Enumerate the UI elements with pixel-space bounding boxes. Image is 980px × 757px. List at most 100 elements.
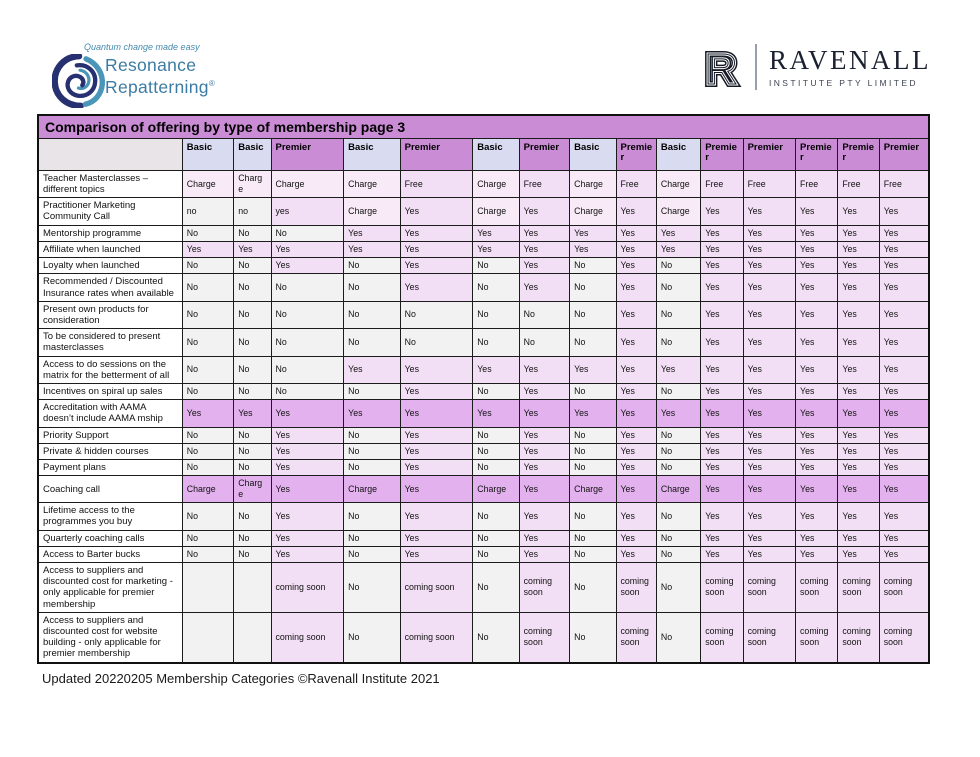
feature-cell: Yes (615, 502, 657, 531)
feature-cell: Yes (700, 426, 744, 444)
header-cell-premier: Premier (837, 138, 880, 171)
feature-cell: Yes (742, 197, 797, 226)
feature-cell: Yes (795, 197, 839, 226)
feature-cell: Yes (795, 382, 839, 401)
feature-cell: Charge (270, 169, 345, 199)
feature-cell: Yes (837, 545, 880, 563)
feature-cell: Yes (700, 399, 744, 428)
feature-cell: Yes (518, 240, 571, 259)
feature-cell: Yes (270, 240, 345, 259)
feature-cell: No (569, 300, 617, 330)
feature-cell: No (233, 458, 272, 477)
feature-cell: Yes (472, 224, 520, 242)
feature-cell: Yes (615, 382, 657, 401)
feature-cell: No (569, 328, 617, 357)
feature-cell: Yes (795, 475, 839, 504)
feature-cell: No (569, 458, 617, 477)
table-row: Affiliate when launched Yes Yes Yes Yes Yes Ye… (37, 240, 930, 259)
feature-cell: Yes (655, 355, 702, 384)
feature-cell: No (569, 257, 617, 275)
feature-cell: No (181, 300, 235, 330)
feature-cell: No (655, 442, 702, 460)
feature-cell: No (472, 458, 520, 477)
feature-cell: No (270, 328, 345, 357)
feature-cell: Yes (837, 300, 880, 330)
feature-cell: No (569, 529, 617, 547)
feature-cell: Yes (518, 475, 571, 504)
feature-cell: Yes (181, 240, 235, 259)
feature-cell: No (181, 442, 235, 460)
feature-cell: Yes (878, 502, 930, 531)
feature-cell: Yes (615, 224, 657, 242)
header-cell-basic: Basic (233, 138, 272, 171)
feature-cell: No (270, 355, 345, 384)
row-label: Lifetime access to the programmes you bu… (37, 502, 183, 531)
feature-cell: Yes (878, 355, 930, 384)
table-row: Priority Support No No Yes No Yes No Yes No Yes No… (37, 426, 930, 444)
feature-cell: No (233, 502, 272, 531)
feature-cell: Yes (878, 197, 930, 226)
feature-cell: Yes (233, 240, 272, 259)
logo-divider (755, 44, 757, 90)
feature-cell: Yes (181, 399, 235, 428)
feature-cell: Yes (700, 502, 744, 531)
feature-cell: No (569, 442, 617, 460)
feature-cell: Yes (615, 458, 657, 477)
feature-cell: No (343, 257, 401, 275)
feature-cell: Yes (700, 224, 744, 242)
feature-cell: coming soon (742, 561, 797, 613)
svg-text:R: R (705, 45, 737, 91)
feature-cell: Yes (518, 502, 571, 531)
feature-cell: Yes (615, 475, 657, 504)
feature-cell: Free (837, 169, 880, 199)
table-row: Recommended / Discounted Insurance rates… (37, 273, 930, 302)
feature-cell: Yes (795, 257, 839, 275)
feature-cell: No (233, 545, 272, 563)
feature-cell: Yes (878, 399, 930, 428)
feature-cell: Yes (518, 426, 571, 444)
comparison-table: Comparison of offering by type of member… (37, 114, 930, 664)
brand-name-line2: Repatterning (105, 77, 209, 98)
feature-cell: Yes (399, 197, 474, 226)
feature-cell: Yes (837, 224, 880, 242)
feature-cell: Yes (742, 240, 797, 259)
feature-cell: Yes (399, 399, 474, 428)
feature-cell: coming soon (270, 611, 345, 664)
feature-cell: Charge (655, 169, 702, 199)
header-cell-premier: Premier (700, 138, 744, 171)
feature-cell: No (270, 273, 345, 302)
feature-cell: Yes (837, 328, 880, 357)
header-cell-premier: Premier (795, 138, 839, 171)
feature-cell (181, 611, 235, 664)
feature-cell: Yes (655, 224, 702, 242)
feature-cell: Yes (795, 529, 839, 547)
feature-cell: Yes (615, 240, 657, 259)
feature-cell: No (655, 382, 702, 401)
feature-cell: Yes (742, 458, 797, 477)
feature-cell: Yes (878, 529, 930, 547)
feature-cell: Yes (700, 529, 744, 547)
feature-cell (233, 561, 272, 613)
feature-cell: No (233, 257, 272, 275)
header-cell-premier: Premier (518, 138, 571, 171)
table-header-row: Basic Basic Premier Basic Premier Basic Premie… (37, 138, 930, 171)
feature-cell: Yes (615, 197, 657, 226)
table-row: Teacher Masterclasses – different topics… (37, 169, 930, 199)
feature-cell: Yes (742, 355, 797, 384)
spiral-icon (52, 54, 105, 108)
feature-cell: coming soon (518, 561, 571, 613)
feature-cell: No (472, 300, 520, 330)
feature-cell: Yes (837, 355, 880, 384)
feature-cell: Yes (742, 273, 797, 302)
feature-cell: Yes (399, 442, 474, 460)
feature-cell: Yes (795, 502, 839, 531)
feature-cell: Yes (569, 399, 617, 428)
feature-cell: Yes (518, 197, 571, 226)
table-title: Comparison of offering by type of member… (37, 114, 930, 139)
brand-tagline: Quantum change made easy (84, 42, 200, 52)
feature-cell: Yes (270, 442, 345, 460)
feature-cell: No (181, 273, 235, 302)
table-row: Access to Barter bucks No No Yes No Yes No Yes N… (37, 545, 930, 563)
feature-cell: coming soon (700, 611, 744, 664)
